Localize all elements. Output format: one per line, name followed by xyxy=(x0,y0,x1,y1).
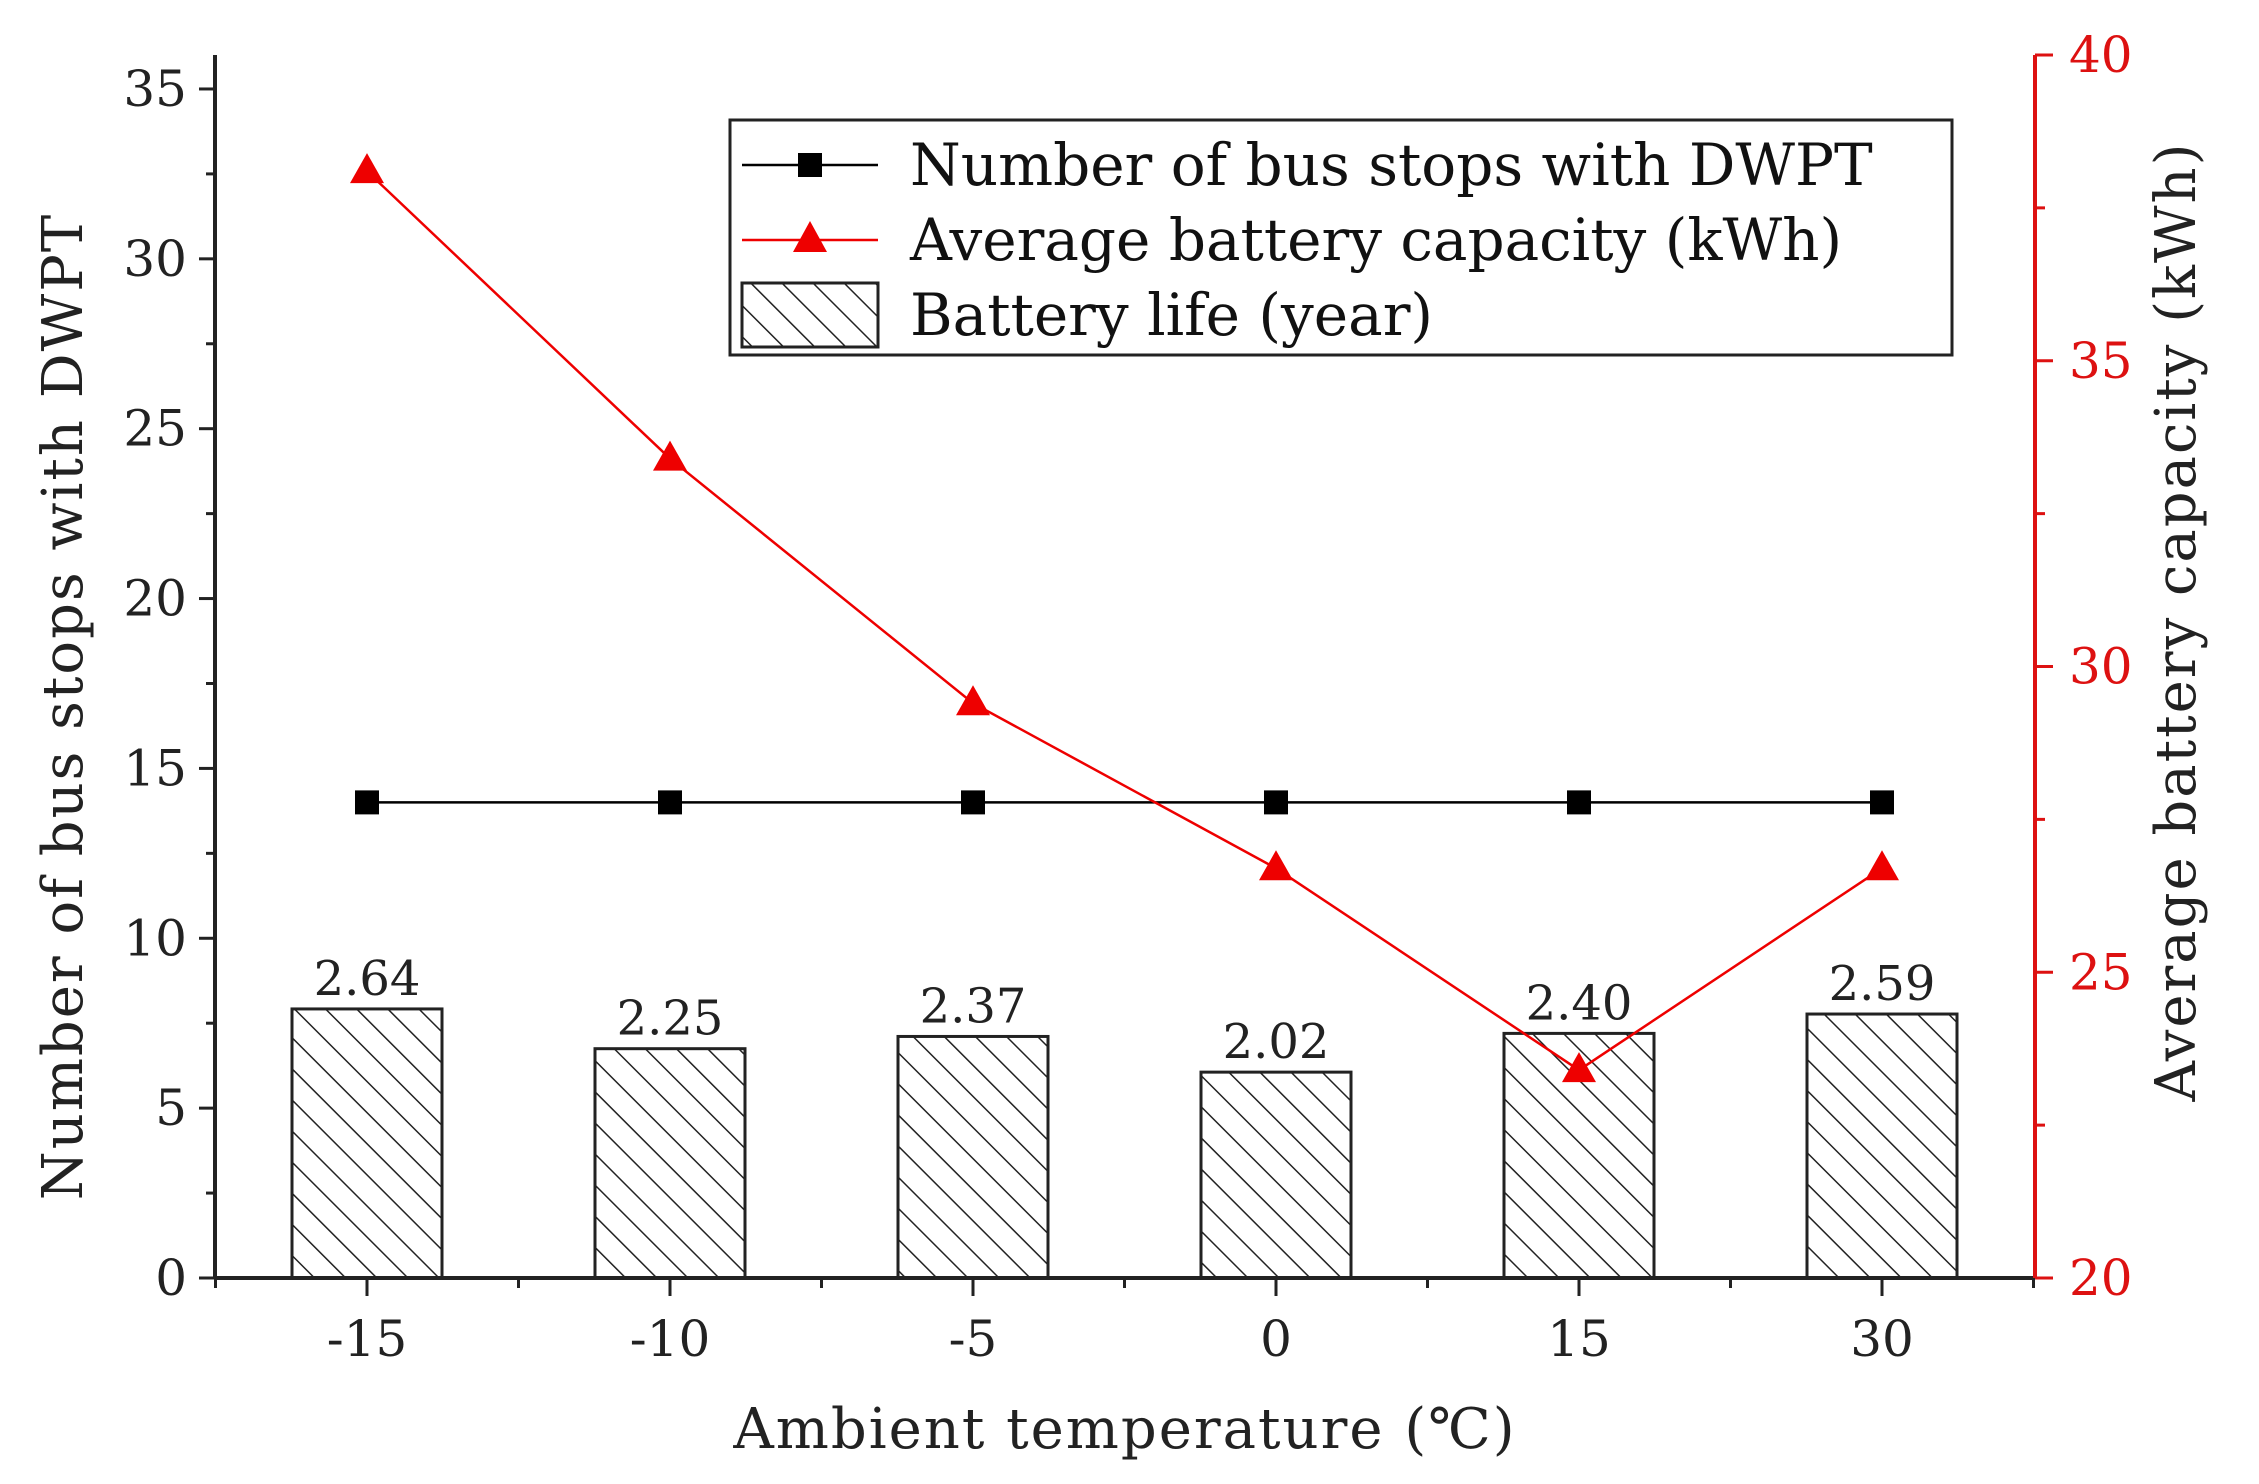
point-bus-stops xyxy=(1870,790,1894,815)
y-left-tick-label: 0 xyxy=(155,1249,187,1307)
legend-marker-triangle xyxy=(793,221,827,252)
point-battery-capacity xyxy=(350,153,384,184)
y-left-tick-label: 20 xyxy=(123,570,187,628)
x-tick-label: 30 xyxy=(1850,1310,1914,1368)
bar-value-label: 2.40 xyxy=(1526,975,1633,1031)
bar-battery-life xyxy=(290,1007,444,1280)
point-battery-capacity xyxy=(956,685,990,716)
y-left-tick-label: 35 xyxy=(123,60,187,118)
x-tick-label: 0 xyxy=(1260,1310,1292,1368)
x-tick-label: -10 xyxy=(630,1310,711,1368)
point-bus-stops xyxy=(355,790,379,815)
point-bus-stops xyxy=(961,790,985,815)
y-right-tick-label: 25 xyxy=(2069,943,2133,1001)
x-tick-label: -5 xyxy=(949,1310,998,1368)
y-left-tick-label: 25 xyxy=(123,400,187,458)
legend-marker-square xyxy=(798,153,822,177)
bar-value-label: 2.64 xyxy=(314,951,421,1007)
axes-layer: 0 5 10 15 20 25 30 35 20 25 30 35 40 -15 -10 -5 0 15 30 Amb… xyxy=(31,26,2209,1462)
y-right-tick-label: 35 xyxy=(2069,332,2133,390)
point-battery-capacity xyxy=(1865,850,1899,881)
legend-label-battery-capacity: Average battery capacity (kWh) xyxy=(909,206,1842,274)
lines-layer xyxy=(350,153,1899,1083)
bar-battery-life xyxy=(1199,1070,1353,1280)
x-axis-title: Ambient temperature (℃) xyxy=(732,1397,1516,1462)
y-left-tick-label: 15 xyxy=(123,739,187,797)
legend-label-bus-stops: Number of bus stops with DWPT xyxy=(910,131,1873,199)
legend: Number of bus stops with DWPT Average bat… xyxy=(728,118,1954,357)
bar-value-label: 2.59 xyxy=(1829,956,1936,1012)
bar-battery-life xyxy=(593,1047,747,1280)
bar-value-label: 2.25 xyxy=(617,991,724,1047)
point-bus-stops xyxy=(1264,790,1288,815)
y-right-tick-label: 30 xyxy=(2069,638,2133,696)
point-battery-capacity xyxy=(1562,1052,1596,1083)
bars-layer: 2.64 2.25 2.37 2.02 2.40 2.59 xyxy=(290,951,1959,1280)
bar-battery-life xyxy=(896,1034,1050,1280)
point-battery-capacity xyxy=(1259,850,1293,881)
point-battery-capacity xyxy=(653,440,687,471)
y-left-tick-label: 30 xyxy=(123,230,187,288)
y-axis-right-title: Average battery capacity (kWh) xyxy=(2144,142,2209,1103)
y-axis-left-title: Number of bus stops with DWPT xyxy=(31,213,96,1200)
point-bus-stops xyxy=(658,790,682,815)
bar-battery-life xyxy=(1805,1012,1959,1280)
y-left-tick-label: 10 xyxy=(123,909,187,967)
x-tick-label: -15 xyxy=(327,1310,408,1368)
point-bus-stops xyxy=(1567,790,1591,815)
bar-value-label: 2.37 xyxy=(920,978,1027,1034)
legend-swatch-battery-life xyxy=(740,281,880,349)
bar-value-label: 2.02 xyxy=(1223,1014,1330,1070)
x-tick-label: 15 xyxy=(1547,1310,1611,1368)
legend-label-battery-life: Battery life (year) xyxy=(910,281,1433,349)
legend-box xyxy=(728,118,1954,357)
y-right-tick-label: 40 xyxy=(2069,26,2133,84)
y-left-tick-label: 5 xyxy=(155,1079,187,1137)
line-battery-capacity xyxy=(366,170,1883,1072)
y-right-tick-label: 20 xyxy=(2069,1249,2133,1307)
